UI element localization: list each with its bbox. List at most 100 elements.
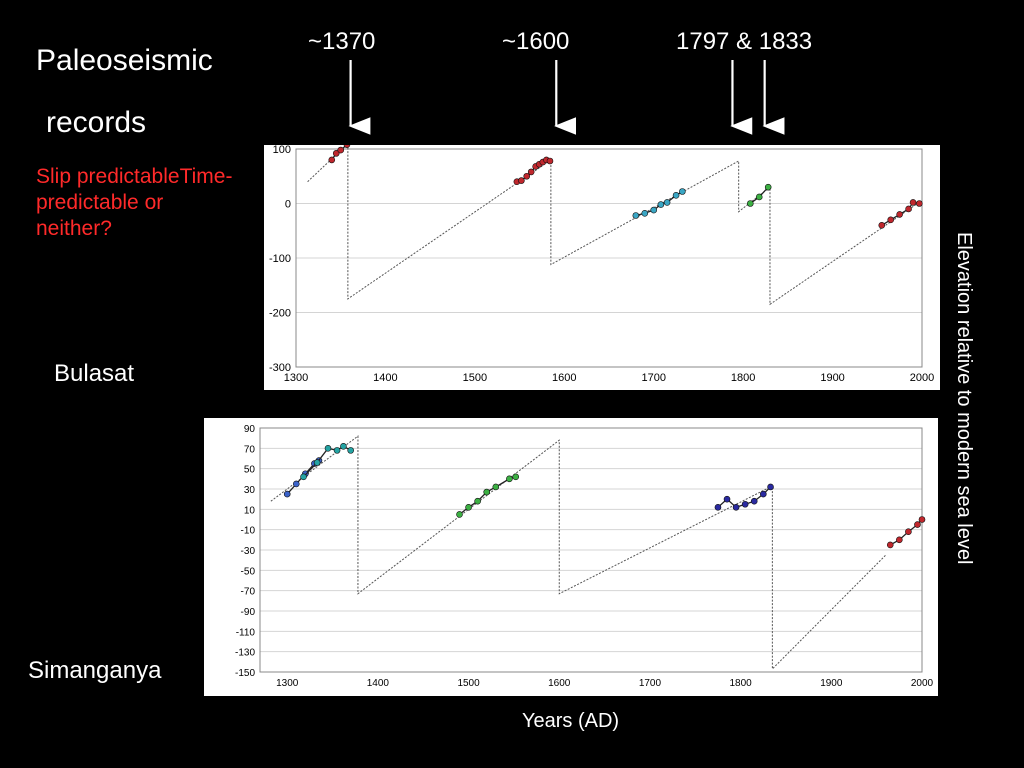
data-point (292, 480, 300, 488)
x-tick-label: 2000 (910, 372, 934, 384)
event-label-1797-1833: 1797 & 1833 (676, 28, 813, 55)
data-point (663, 199, 671, 206)
data-point (332, 150, 340, 157)
x-tick-label: 1700 (641, 372, 665, 384)
data-point (878, 222, 886, 229)
y-tick-label: 10 (244, 505, 256, 516)
x-tick-label: 1400 (373, 372, 397, 384)
site-label-simanganya: Simanganya (28, 657, 162, 684)
data-point (328, 156, 336, 164)
data-point (918, 516, 926, 523)
x-tick-label: 1600 (552, 372, 576, 384)
data-point (456, 511, 463, 518)
data-point (896, 536, 903, 544)
data-point (527, 168, 535, 176)
x-tick-label: 1300 (284, 372, 308, 384)
data-point (741, 500, 749, 508)
y-tick-label: 90 (244, 424, 256, 435)
y-tick-label: -130 (235, 648, 255, 659)
plot-frame (295, 148, 923, 368)
x-tick-label: 1800 (731, 372, 755, 384)
simanganya-chart-panel: 90 70 50 30 10 -10 -30 -50 -70 -90 -110 -130 -150 130… (204, 418, 938, 696)
data-point (755, 193, 763, 201)
site-label-bulasat: Bulasat (54, 360, 135, 387)
bulasat-chart-panel: 100 0 -100 -200 -300 1300 1400 1500 1600 1700 1800… (264, 141, 940, 390)
question-text: Slip predictableTime-predictable or neit… (36, 165, 233, 240)
data-point (767, 483, 774, 491)
y-tick-label: -200 (269, 308, 291, 320)
y-tick-label: -30 (241, 546, 256, 557)
event-arrows (348, 60, 785, 135)
data-point (337, 146, 345, 154)
data-point (506, 475, 513, 483)
y-tick-label: -90 (241, 607, 256, 618)
data-point (641, 210, 649, 217)
y-tick-label: -10 (241, 526, 256, 537)
x-tick-label: 1700 (639, 678, 662, 689)
data-point (474, 497, 481, 505)
data-point (300, 473, 307, 481)
y-tick-label: -70 (241, 587, 256, 598)
event-label-1370: ~1370 (308, 28, 376, 55)
y-tick-label: -110 (236, 627, 256, 638)
data-point (905, 528, 912, 535)
data-point (657, 201, 665, 208)
plot-frame (259, 427, 923, 673)
data-point (492, 483, 500, 491)
x-tick-label: 1500 (457, 678, 480, 689)
data-point (732, 504, 740, 511)
x-tick-label: 1600 (548, 678, 571, 689)
data-point (746, 200, 754, 207)
data-point (723, 495, 731, 503)
data-point (313, 459, 321, 466)
event-label-1600: ~1600 (502, 28, 570, 55)
data-point (340, 442, 347, 450)
y-tick-label: 70 (244, 444, 256, 455)
y-tick-label: -100 (269, 253, 291, 265)
x-tick-label: 1500 (463, 372, 487, 384)
data-point (714, 504, 722, 511)
x-tick-label: 1300 (276, 678, 299, 689)
data-point (679, 188, 686, 195)
simanganya-chart: 90 70 50 30 10 -10 -30 -50 -70 -90 -110 -130 -150 130… (235, 424, 934, 689)
data-point (483, 488, 491, 496)
data-point (283, 490, 291, 498)
x-tick-label: 1900 (820, 372, 844, 384)
data-point (886, 541, 894, 549)
data-point (324, 445, 332, 452)
sawtooth-model-line (307, 142, 918, 306)
y-tick-label: 30 (244, 485, 256, 496)
data-point (672, 192, 680, 199)
data-point (760, 490, 767, 498)
data-point (650, 206, 658, 214)
x-tick-label: 1400 (367, 678, 390, 689)
y-tick-label: -150 (235, 668, 255, 679)
y-tick-label: 100 (273, 145, 291, 156)
slide-title-line2: records (46, 106, 147, 139)
data-point (905, 205, 912, 213)
data-point (887, 216, 895, 224)
data-point (546, 157, 554, 165)
data-point (764, 183, 772, 191)
x-axis-label: Years (AD) (522, 710, 620, 732)
x-tick-label: 1900 (820, 678, 843, 689)
y-tick-label: -50 (241, 566, 256, 577)
y-tick-label: -300 (269, 362, 291, 374)
data-point (909, 199, 917, 206)
sawtooth-model-line (270, 435, 887, 671)
data-point (465, 504, 472, 511)
data-point (750, 497, 758, 505)
slide-title-line1: Paleoseismic (36, 44, 213, 77)
y-axis-label: Elevation relative to modern sea level (953, 232, 975, 565)
data-point (347, 447, 354, 454)
data-point (916, 200, 923, 207)
data-point (914, 521, 921, 528)
y-tick-label: 0 (285, 199, 291, 211)
data-point (632, 212, 640, 219)
x-tick-label: 1800 (730, 678, 753, 689)
data-point (333, 447, 341, 454)
data-point (512, 473, 520, 481)
x-tick-label: 2000 (911, 678, 934, 689)
data-point (896, 211, 903, 218)
